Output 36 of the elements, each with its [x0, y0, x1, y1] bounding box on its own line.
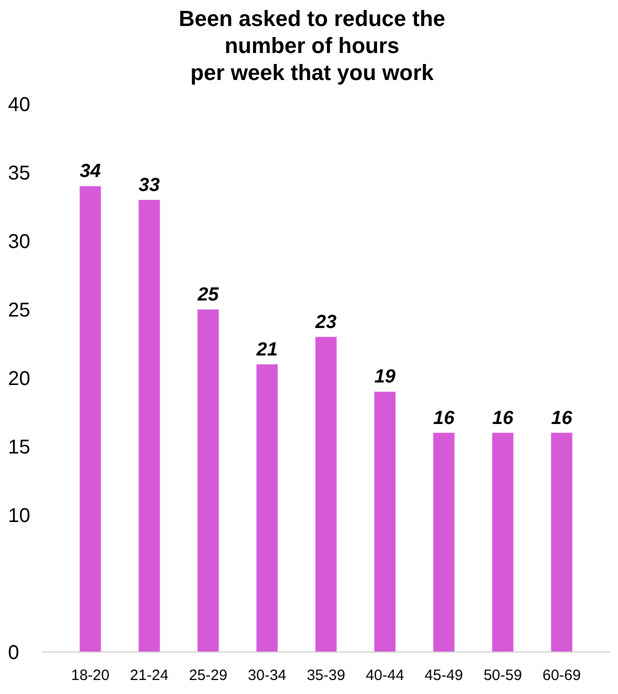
chart-title: Been asked to reduce the number of hours per week that you work — [178, 6, 446, 85]
x-tick-label: 60-69 — [542, 667, 581, 684]
bar — [374, 392, 396, 652]
x-tick-label: 25-29 — [188, 667, 228, 684]
data-label: 25 — [196, 284, 220, 306]
data-label: 16 — [551, 408, 573, 429]
data-label: 21 — [256, 339, 278, 360]
bar — [138, 200, 160, 652]
bar — [492, 432, 514, 652]
bar — [80, 186, 101, 652]
data-label: 16 — [433, 408, 455, 429]
data-label: 19 — [374, 366, 396, 388]
x-tick-label: 45-49 — [424, 667, 464, 684]
y-tick-label: 0 — [8, 642, 20, 664]
x-tick-label: 21-24 — [130, 667, 168, 684]
y-tick-label: 10 — [8, 505, 30, 527]
bar — [551, 432, 572, 652]
x-tick-label: 40-44 — [366, 667, 404, 684]
y-tick-label: 25 — [8, 300, 30, 322]
data-label: 34 — [80, 161, 102, 182]
bar — [256, 364, 278, 652]
y-tick-label: 40 — [8, 94, 30, 116]
bar — [433, 432, 454, 652]
x-tick-label: 50-59 — [484, 667, 522, 684]
data-label: 23 — [314, 312, 337, 333]
data-label: 33 — [138, 174, 160, 196]
x-tick-label: 18-20 — [71, 667, 110, 684]
x-tick-label: 35-39 — [306, 667, 346, 684]
y-tick-label: 20 — [8, 368, 30, 390]
y-tick-label: 30 — [8, 231, 30, 253]
data-label: 16 — [492, 408, 514, 429]
bar — [315, 336, 337, 652]
bar — [198, 310, 219, 652]
y-tick-label: 35 — [8, 162, 30, 184]
y-tick-label: 15 — [8, 436, 30, 458]
x-tick-label: 30-34 — [248, 667, 286, 684]
